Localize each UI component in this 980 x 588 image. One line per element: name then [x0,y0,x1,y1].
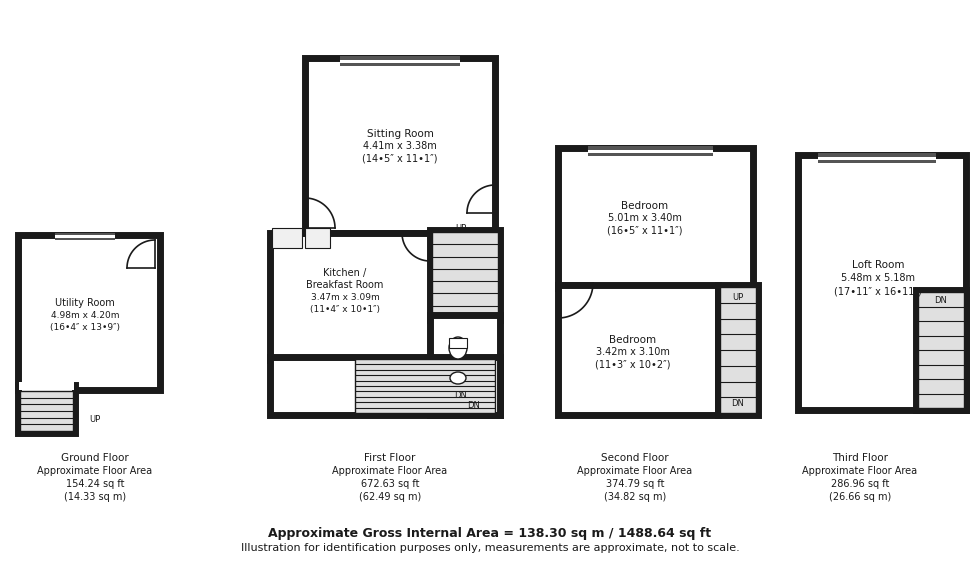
Bar [720,287,756,413]
Bar [449,338,467,348]
Text: Sitting Room: Sitting Room [367,129,433,139]
Bar [270,357,500,415]
Text: (16•4″ x 13•9″): (16•4″ x 13•9″) [50,322,120,332]
Text: (14.33 sq m): (14.33 sq m) [64,492,126,502]
Bar [558,285,718,415]
Bar [918,292,964,408]
Bar [270,233,435,360]
Ellipse shape [450,372,466,384]
Bar [718,285,758,415]
Text: Ground Floor: Ground Floor [61,453,129,463]
Bar [430,230,500,320]
Text: (26.66 sq m): (26.66 sq m) [829,492,891,502]
Text: (11•3″ x 10•2″): (11•3″ x 10•2″) [595,359,670,369]
Text: 154.24 sq ft: 154.24 sq ft [66,479,124,489]
Bar [916,290,966,410]
Bar [19,382,74,390]
Ellipse shape [449,337,467,359]
Bar [430,315,500,415]
Bar [305,58,495,233]
Text: UP: UP [732,292,744,302]
Text: UP: UP [89,416,101,425]
Bar [340,56,460,66]
Bar [55,233,115,240]
Text: DN: DN [467,400,480,409]
Text: Utility Room: Utility Room [55,298,115,308]
Bar [18,385,75,433]
Text: 4.41m x 3.38m: 4.41m x 3.38m [364,141,437,151]
Text: Approximate Floor Area: Approximate Floor Area [332,466,448,476]
Text: 374.79 sq ft: 374.79 sq ft [606,479,664,489]
Bar [20,391,73,431]
Bar [432,232,498,318]
Text: Approximate Floor Area: Approximate Floor Area [803,466,917,476]
Bar [355,359,495,413]
Text: (16•5″ x 11•1″): (16•5″ x 11•1″) [608,225,683,235]
Text: First Floor: First Floor [365,453,416,463]
Text: 5.01m x 3.40m: 5.01m x 3.40m [608,213,682,223]
Bar [55,235,115,238]
Bar [818,156,936,159]
Bar [588,146,713,156]
Text: (14•5″ x 11•1″): (14•5″ x 11•1″) [363,153,438,163]
Text: Approximate Gross Internal Area = 138.30 sq m / 1488.64 sq ft: Approximate Gross Internal Area = 138.30… [269,526,711,540]
Text: DN: DN [455,390,467,399]
Text: Illustration for identification purposes only, measurements are approximate, not: Illustration for identification purposes… [241,543,739,553]
Text: DN: DN [731,399,745,407]
Text: DN: DN [935,296,948,305]
Text: Bedroom: Bedroom [621,201,668,211]
Bar [18,235,160,390]
Text: Third Floor: Third Floor [832,453,888,463]
Text: (17•11″ x 16•11″): (17•11″ x 16•11″) [834,286,922,296]
Bar [305,228,330,248]
Bar [558,148,753,288]
Text: Breakfast Room: Breakfast Room [307,280,384,290]
Bar [340,59,460,62]
Text: 3.47m x 3.09m: 3.47m x 3.09m [311,292,379,302]
Text: (62.49 sq m): (62.49 sq m) [359,492,421,502]
Text: 3.42m x 3.10m: 3.42m x 3.10m [596,347,670,357]
Text: Second Floor: Second Floor [601,453,668,463]
Text: UP: UP [456,223,466,232]
Text: (11•4″ x 10•1″): (11•4″ x 10•1″) [310,305,380,313]
Bar [272,228,302,248]
Text: Loft Room: Loft Room [852,260,905,270]
Text: 286.96 sq ft: 286.96 sq ft [831,479,889,489]
Text: Bedroom: Bedroom [610,335,657,345]
Text: Kitchen /: Kitchen / [323,268,367,278]
Bar [588,149,713,152]
Text: 5.48m x 5.18m: 5.48m x 5.18m [841,273,915,283]
Text: 4.98m x 4.20m: 4.98m x 4.20m [51,310,120,319]
Bar [818,153,936,163]
Text: (34.82 sq m): (34.82 sq m) [604,492,666,502]
Text: Approximate Floor Area: Approximate Floor Area [37,466,153,476]
Text: 672.63 sq ft: 672.63 sq ft [361,479,419,489]
Text: Approximate Floor Area: Approximate Floor Area [577,466,693,476]
Bar [798,155,966,410]
